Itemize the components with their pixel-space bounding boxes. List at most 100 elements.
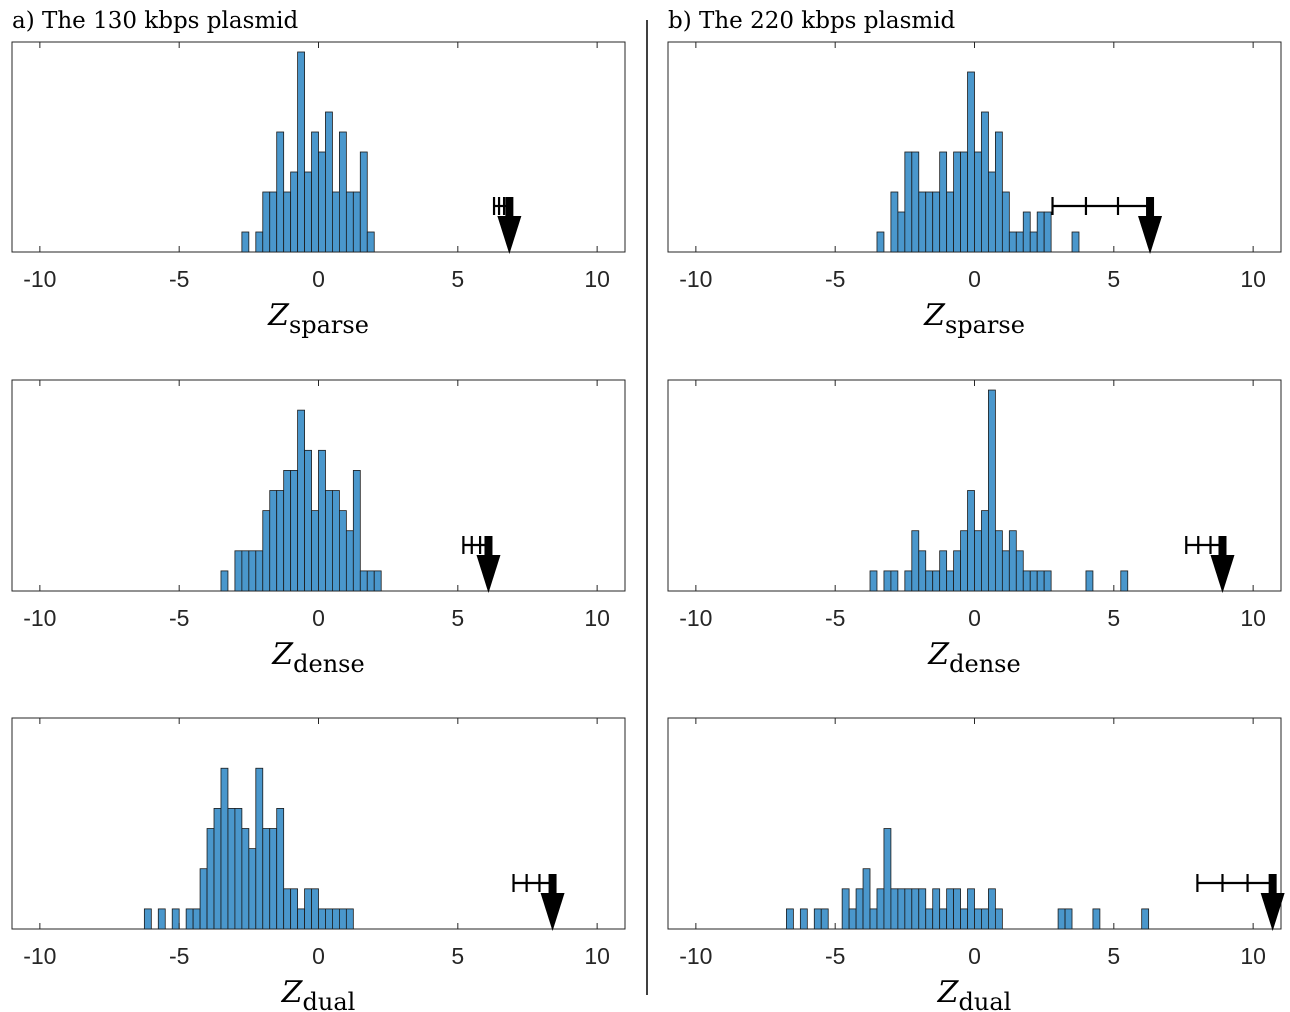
histogram-bar: [311, 510, 319, 592]
x-tick-label: -10: [679, 266, 712, 292]
histogram-bar: [841, 888, 850, 930]
histogram-bar: [338, 131, 347, 253]
x-tick-label: 0: [968, 266, 981, 292]
histogram-bar: [234, 808, 243, 930]
histogram-bar: [960, 530, 968, 592]
x-tick-label: 0: [312, 943, 325, 969]
histogram-bar: [304, 449, 312, 592]
histogram-bar: [332, 908, 340, 930]
histogram-bar: [373, 570, 382, 592]
histogram-bar: [1064, 908, 1073, 930]
histogram-bar: [338, 510, 347, 592]
histogram-bar: [981, 111, 989, 253]
x-tick-label: 0: [312, 605, 325, 631]
histogram-bar: [974, 530, 982, 592]
x-axis-label: Zdense: [927, 637, 1020, 678]
value-arrow-head: [497, 216, 522, 254]
histogram-bar: [290, 888, 299, 930]
x-axis-label-subscript: dual: [959, 988, 1012, 1012]
x-axis-label-subscript: sparse: [945, 311, 1025, 339]
x-tick-label: -10: [679, 605, 712, 631]
panel-a-title: a) The 130 kbps plasmid: [12, 8, 299, 34]
x-tick-label: 10: [1240, 943, 1266, 969]
histogram-bar: [883, 828, 892, 930]
histogram-bar: [925, 908, 934, 930]
x-tick-label: -5: [825, 943, 845, 969]
histogram-bar: [869, 570, 878, 592]
histogram-bar: [338, 908, 347, 930]
value-arrow-head: [1138, 216, 1163, 254]
histogram-bar: [1001, 550, 1010, 592]
histogram-bar: [352, 191, 361, 253]
histogram-bar: [332, 191, 340, 253]
histogram-bar: [220, 767, 229, 930]
x-tick-label: -5: [169, 605, 189, 631]
histogram-bar: [890, 570, 899, 592]
histogram-bar: [974, 908, 982, 930]
histogram-bar: [967, 490, 975, 592]
histogram-axes-4: -10 -5 0 5 10 Zsparse: [667, 41, 1282, 339]
histogram-bar: [1071, 231, 1080, 253]
histogram-bar: [855, 888, 864, 930]
histogram-bar: [1120, 570, 1129, 592]
x-tick-label: -10: [679, 943, 712, 969]
x-axis-label-symbol: Z: [937, 975, 960, 1010]
histogram-bar: [276, 490, 285, 592]
histogram-bar: [939, 151, 948, 253]
value-arrow-head: [476, 555, 501, 593]
histogram-bar: [297, 51, 305, 253]
histogram-bar: [946, 570, 955, 592]
histogram-bar: [248, 848, 257, 930]
histogram-axes-2: -10 -5 0 5 10 Zdense: [11, 379, 626, 678]
x-tick-label: 0: [968, 943, 981, 969]
x-tick-label: -10: [23, 943, 56, 969]
histogram-bar: [820, 908, 829, 930]
histogram-bar: [1043, 211, 1052, 253]
histogram-bar: [904, 151, 913, 253]
histogram-bar: [290, 171, 299, 253]
histogram-bar: [848, 908, 857, 930]
histogram-bar: [994, 131, 1003, 253]
histogram-bar: [1085, 570, 1094, 592]
histogram-axes-group: -10 -5 0 5 10 Zsparse -10 -5 0 5 10 Zdense -10 -5 0 5 10…: [11, 41, 1285, 1012]
x-axis-label: Zdense: [271, 637, 364, 678]
x-tick-label: 0: [312, 266, 325, 292]
histogram-bar: [241, 828, 250, 930]
x-tick-label: -10: [23, 266, 56, 292]
histogram-bar: [904, 888, 913, 930]
histogram-bar: [960, 151, 968, 253]
histogram-bar: [283, 191, 292, 253]
histogram-bar: [862, 868, 871, 930]
histogram-bar: [994, 908, 1003, 930]
x-tick-label: 10: [584, 943, 610, 969]
histogram-bar: [883, 570, 892, 592]
x-axis-label-symbol: Z: [271, 637, 294, 672]
histogram-bar: [234, 550, 243, 592]
x-tick-label: -5: [169, 266, 189, 292]
histogram-bar: [925, 570, 934, 592]
histogram-bar: [1015, 231, 1024, 253]
x-axis-label-subscript: dense: [949, 650, 1021, 678]
x-axis-label-symbol: Z: [923, 298, 946, 333]
histogram-bar: [325, 908, 333, 930]
histogram-bar: [297, 409, 305, 592]
histogram-bar: [283, 888, 292, 930]
histogram-bar: [269, 490, 278, 592]
value-arrow-shaft: [1218, 536, 1227, 558]
histogram-bar: [318, 151, 326, 253]
histogram-bar: [332, 490, 340, 592]
histogram-bar: [932, 570, 941, 592]
histogram-bar: [366, 231, 375, 253]
histogram-bar: [967, 888, 975, 930]
x-axis-label-subscript: dual: [303, 988, 356, 1012]
histogram-bar: [248, 550, 257, 592]
histogram-bar: [1029, 570, 1038, 592]
histogram-bar: [918, 888, 927, 930]
histogram-bar: [192, 908, 201, 930]
histogram-bar: [932, 191, 941, 253]
histogram-bar: [262, 828, 271, 930]
histogram-bar: [813, 908, 822, 930]
x-tick-label: -5: [825, 266, 845, 292]
histogram-bar: [967, 71, 975, 253]
